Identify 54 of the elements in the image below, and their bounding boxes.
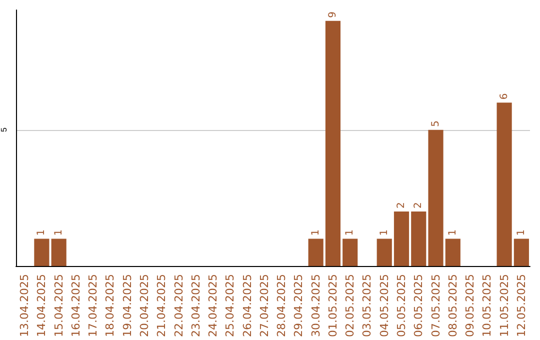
bar xyxy=(411,212,426,266)
x-tick-label: 29.04.2025 xyxy=(292,274,306,338)
x-tick-label: 13.04.2025 xyxy=(18,274,32,338)
x-tick-label: 01.05.2025 xyxy=(326,274,340,338)
bar xyxy=(376,238,392,266)
x-tick-label: 12.05.2025 xyxy=(514,274,528,338)
x-tick-label: 30.04.2025 xyxy=(309,274,322,338)
bar xyxy=(394,212,410,266)
x-tick-label: 25.04.2025 xyxy=(224,274,237,338)
data-label: 1 xyxy=(447,229,458,236)
data-label: 2 xyxy=(396,202,407,209)
x-tick-label: 14.04.2025 xyxy=(35,274,48,338)
data-label: 1 xyxy=(53,229,64,236)
x-tick-label: 04.05.2025 xyxy=(378,274,391,338)
x-tick-label: 23.04.2025 xyxy=(189,274,202,338)
bar xyxy=(428,130,444,266)
x-tick-label: 03.05.2025 xyxy=(360,274,374,338)
x-tick-label: 08.05.2025 xyxy=(446,274,460,338)
data-label: 1 xyxy=(36,229,48,236)
x-tick-label: 09.05.2025 xyxy=(464,274,477,338)
data-label: 1 xyxy=(516,229,527,236)
data-label: 5 xyxy=(430,120,442,127)
x-tick-label: 18.04.2025 xyxy=(104,274,117,338)
data-label: 9 xyxy=(327,12,338,18)
bar xyxy=(514,238,529,266)
x-tick-label: 11.05.2025 xyxy=(498,274,511,338)
x-tick-label: 15.04.2025 xyxy=(52,274,66,338)
bar xyxy=(325,20,341,266)
x-tick-label: 22.04.2025 xyxy=(172,274,186,338)
data-label: 6 xyxy=(498,93,510,100)
data-label: 1 xyxy=(378,229,390,236)
bar xyxy=(308,238,324,266)
x-tick-label: 21.04.2025 xyxy=(155,274,168,338)
x-tick-label: 24.04.2025 xyxy=(206,274,220,338)
x-tick-label: 28.04.2025 xyxy=(275,274,288,338)
x-tick-label: 07.05.2025 xyxy=(429,274,442,338)
x-tick-label: 05.05.2025 xyxy=(395,274,408,338)
x-tick-label: 10.05.2025 xyxy=(480,274,494,338)
data-label: 1 xyxy=(310,229,322,236)
data-label: 1 xyxy=(344,229,356,236)
x-tick-label: 26.04.2025 xyxy=(240,274,254,338)
bar xyxy=(342,238,358,266)
x-tick-label: 17.04.2025 xyxy=(86,274,100,338)
bar xyxy=(51,238,66,266)
bar xyxy=(445,238,460,266)
bar xyxy=(496,102,512,266)
x-tick-label: 20.04.2025 xyxy=(138,274,151,338)
x-tick-label: 16.04.2025 xyxy=(69,274,82,338)
x-tick-label: 19.04.2025 xyxy=(120,274,134,338)
x-tick-label: 06.05.2025 xyxy=(412,274,426,338)
x-tick-label: 27.04.2025 xyxy=(258,274,271,338)
data-label: 2 xyxy=(413,202,424,209)
bar xyxy=(34,238,50,266)
x-tick-label: 02.05.2025 xyxy=(344,274,357,338)
